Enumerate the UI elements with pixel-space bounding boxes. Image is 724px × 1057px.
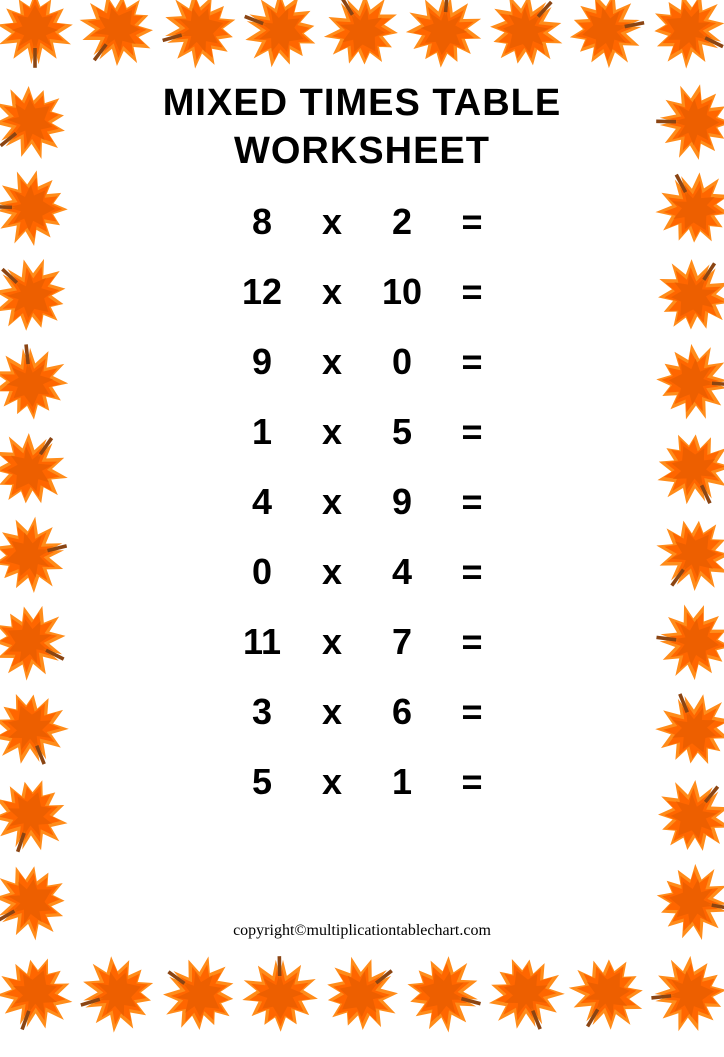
problem-row: 9 x 0 = [222, 341, 502, 383]
leaf-icon [649, 337, 724, 427]
operator: x [322, 341, 342, 383]
copyright-text: copyright©multiplicationtablechart.com [90, 922, 634, 940]
leaf-icon [644, 949, 724, 1039]
leaf-icon [72, 0, 162, 75]
leaf-icon [649, 424, 724, 514]
operator: x [322, 551, 342, 593]
equals-sign: = [461, 201, 482, 243]
equals-sign: = [461, 341, 482, 383]
leaf-icon [317, 0, 407, 75]
operator: x [322, 481, 342, 523]
operand-b: 10 [382, 271, 422, 313]
problem-row: 5 x 1 = [222, 761, 502, 803]
equals-sign: = [461, 411, 482, 453]
leaf-icon [649, 857, 724, 947]
leaf-icon [0, 424, 75, 514]
problem-row: 11 x 7 = [222, 621, 502, 663]
equals-sign: = [461, 761, 482, 803]
equals-sign: = [461, 481, 482, 523]
operand-a: 1 [252, 411, 272, 453]
operand-a: 11 [243, 621, 281, 663]
leaf-icon [0, 857, 75, 947]
operand-b: 6 [392, 691, 412, 733]
operand-a: 9 [252, 341, 272, 383]
leaf-icon [0, 510, 75, 600]
page-title: MIXED TIMES TABLE WORKSHEET [163, 80, 561, 175]
leaf-icon [481, 0, 571, 75]
problem-row: 1 x 5 = [222, 411, 502, 453]
leaf-icon [649, 77, 724, 167]
leaf-icon [0, 337, 75, 427]
operator: x [322, 201, 342, 243]
operand-a: 3 [252, 691, 272, 733]
worksheet-content: MIXED TIMES TABLE WORKSHEET 8x2=12x10=9x… [90, 80, 634, 944]
operand-a: 4 [252, 481, 272, 523]
leaf-icon [0, 949, 80, 1039]
leaf-icon [649, 771, 724, 861]
leaf-icon [0, 250, 75, 340]
leaf-icon [481, 949, 571, 1039]
leaf-icon [0, 163, 75, 253]
leaf-icon [0, 597, 75, 687]
operator: x [322, 271, 342, 313]
problem-row: 3 x 6 = [222, 691, 502, 733]
equals-sign: = [461, 551, 482, 593]
operand-b: 7 [392, 621, 412, 663]
leaf-icon [649, 684, 724, 774]
equals-sign: = [461, 621, 482, 663]
leaf-icon [649, 163, 724, 253]
leaf-icon [0, 0, 80, 75]
problem-row: 4 x 9 = [222, 481, 502, 523]
leaf-icon [154, 0, 244, 75]
leaf-icon [649, 510, 724, 600]
leaf-icon [399, 0, 489, 75]
problem-row: 12 x 10 = [222, 271, 502, 313]
operand-b: 0 [392, 341, 412, 383]
leaf-icon [317, 949, 407, 1039]
leaf-icon [649, 250, 724, 340]
leaf-icon [235, 0, 325, 75]
operand-b: 9 [392, 481, 412, 523]
leaf-icon [399, 949, 489, 1039]
operator: x [322, 691, 342, 733]
leaf-icon [154, 949, 244, 1039]
leaf-icon [0, 684, 75, 774]
leaf-icon [72, 949, 162, 1039]
leaf-icon [235, 949, 325, 1039]
problems-list: 8 x 2 = 12 x 10 = 9 x 0 = 1 x 5 = 4 x 9 = 0 x 4 = 11 x 7 = 3 x 6 = 5 x 1 = [222, 201, 502, 803]
problem-row: 0 x 4 = [222, 551, 502, 593]
leaf-icon [0, 771, 75, 861]
operand-b: 5 [392, 411, 412, 453]
problem-row: 8 x 2 = [222, 201, 502, 243]
equals-sign: = [461, 691, 482, 733]
leaf-icon [0, 77, 75, 167]
operand-a: 8 [252, 201, 272, 243]
operator: x [322, 761, 342, 803]
operand-a: 12 [242, 271, 282, 313]
operand-b: 4 [392, 551, 412, 593]
leaf-icon [562, 0, 652, 75]
operand-a: 5 [252, 761, 272, 803]
leaf-icon [644, 0, 724, 75]
operand-b: 2 [392, 201, 412, 243]
leaf-icon [562, 949, 652, 1039]
equals-sign: = [461, 271, 482, 313]
operand-a: 0 [252, 551, 272, 593]
leaf-icon [649, 597, 724, 687]
operand-b: 1 [392, 761, 412, 803]
operator: x [322, 411, 342, 453]
operator: x [322, 621, 342, 663]
